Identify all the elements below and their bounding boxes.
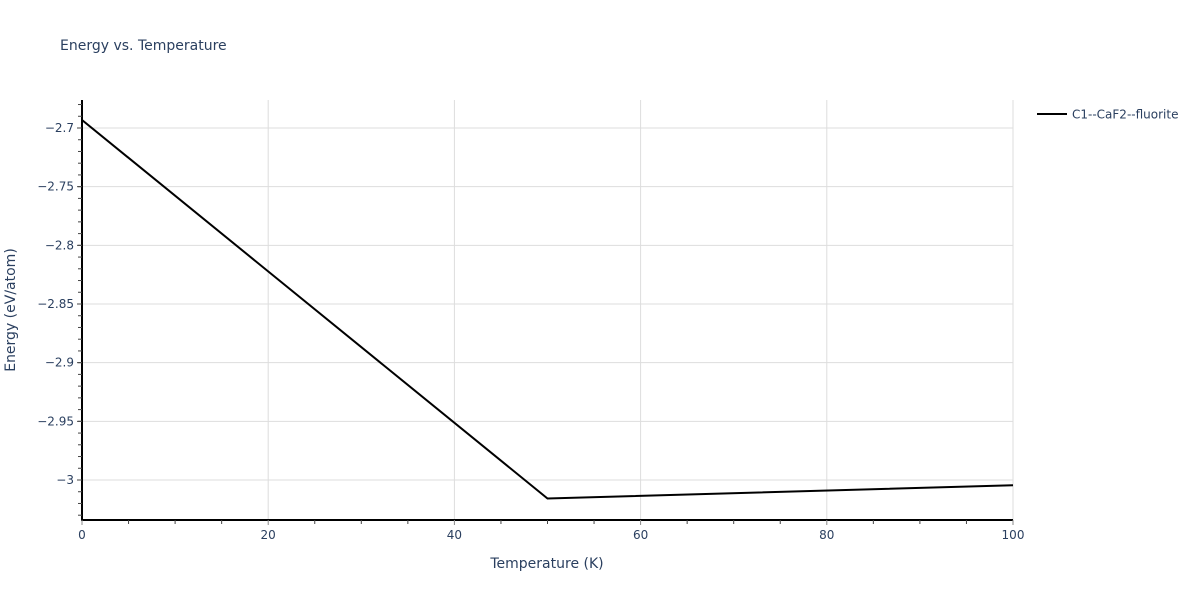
y-tick-label: −2.75	[37, 180, 74, 194]
axes: −2.7 −2.75 −2.8 −2.85 −2.9 −2.95 −3 0 20 40 60 80 10…	[37, 100, 1024, 542]
y-axis-title: Energy (eV/atom)	[3, 248, 19, 372]
series-line	[81, 119, 1014, 500]
legend-item-label[interactable]: C1--CaF2--fluorite	[1072, 108, 1178, 122]
x-tick-label: 60	[633, 528, 648, 542]
x-tick-label: 80	[819, 528, 834, 542]
chart-title: Energy vs. Temperature	[60, 38, 227, 54]
y-tick-label: −2.9	[45, 356, 74, 370]
y-tick-label: −2.95	[37, 414, 74, 428]
x-tick-label: 100	[1002, 528, 1025, 542]
y-tick-label: −2.7	[45, 121, 74, 135]
x-tick-label: 0	[78, 528, 86, 542]
x-tick-label: 20	[261, 528, 276, 542]
y-tick-label: −3	[56, 473, 74, 487]
legend[interactable]: C1--CaF2--fluorite	[1037, 108, 1178, 122]
y-tick-label: −2.8	[45, 238, 74, 252]
x-axis-title: Temperature (K)	[489, 556, 603, 572]
series-layer	[81, 119, 1014, 500]
x-tick-label: 40	[447, 528, 462, 542]
y-tick-label: −2.85	[37, 297, 74, 311]
gridlines	[82, 100, 1014, 520]
